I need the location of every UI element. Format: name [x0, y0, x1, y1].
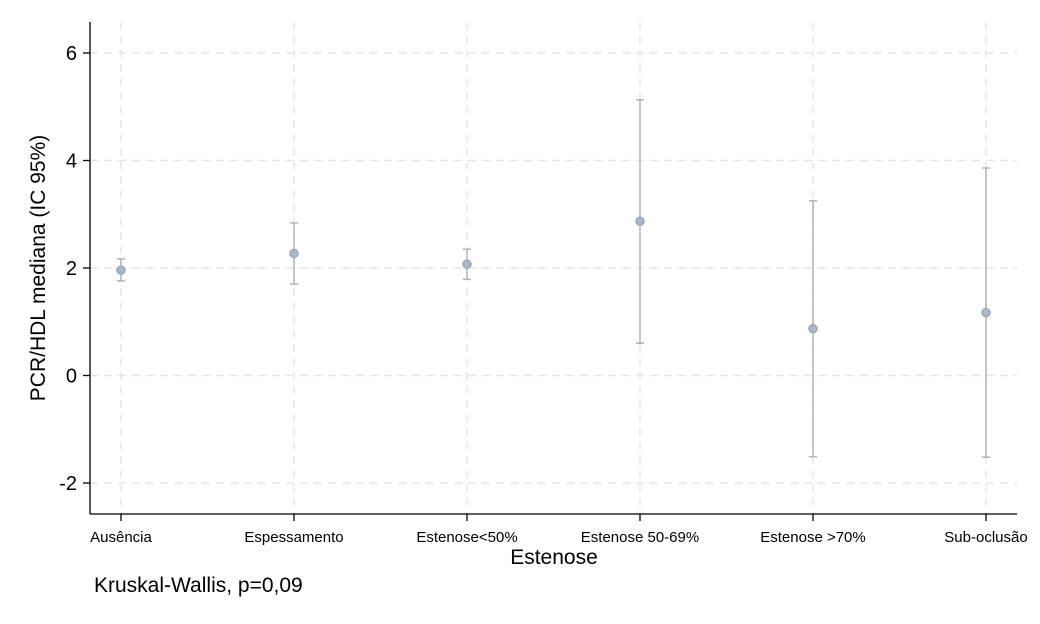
data-point — [289, 248, 299, 259]
y-tick-label: 0 — [66, 366, 77, 388]
data-point — [981, 307, 991, 318]
data-point — [116, 265, 126, 275]
x-ticks: Ausência Espessamento Estenose<50% Estenose… — [90, 514, 1028, 546]
y-tick-label: 6 — [66, 43, 77, 65]
gridlines — [90, 22, 1017, 514]
y-tick-label: -2 — [59, 473, 77, 495]
data-point — [808, 324, 818, 334]
data-points — [116, 216, 991, 334]
y-ticks: -2 0 2 4 6 — [59, 43, 90, 495]
error-bars — [117, 99, 990, 458]
x-tick-label: Espessamento — [244, 529, 343, 546]
x-tick-label: Sub-oclusão — [944, 529, 1027, 546]
x-axis-title: Estenose — [510, 546, 598, 569]
x-tick-label: Estenose 50-69% — [581, 529, 699, 546]
x-tick-label: Estenose<50% — [416, 529, 517, 546]
data-point — [462, 259, 472, 269]
x-tick-label: Ausência — [90, 529, 152, 546]
statistical-test-note: Kruskal-Wallis, p=0,09 — [94, 574, 303, 597]
y-tick-label: 4 — [66, 151, 77, 173]
x-tick-label: Estenose >70% — [760, 529, 866, 546]
data-point — [635, 216, 645, 226]
y-axis-title: PCR/HDL mediana (IC 95%) — [27, 135, 50, 401]
y-tick-label: 2 — [66, 258, 77, 280]
